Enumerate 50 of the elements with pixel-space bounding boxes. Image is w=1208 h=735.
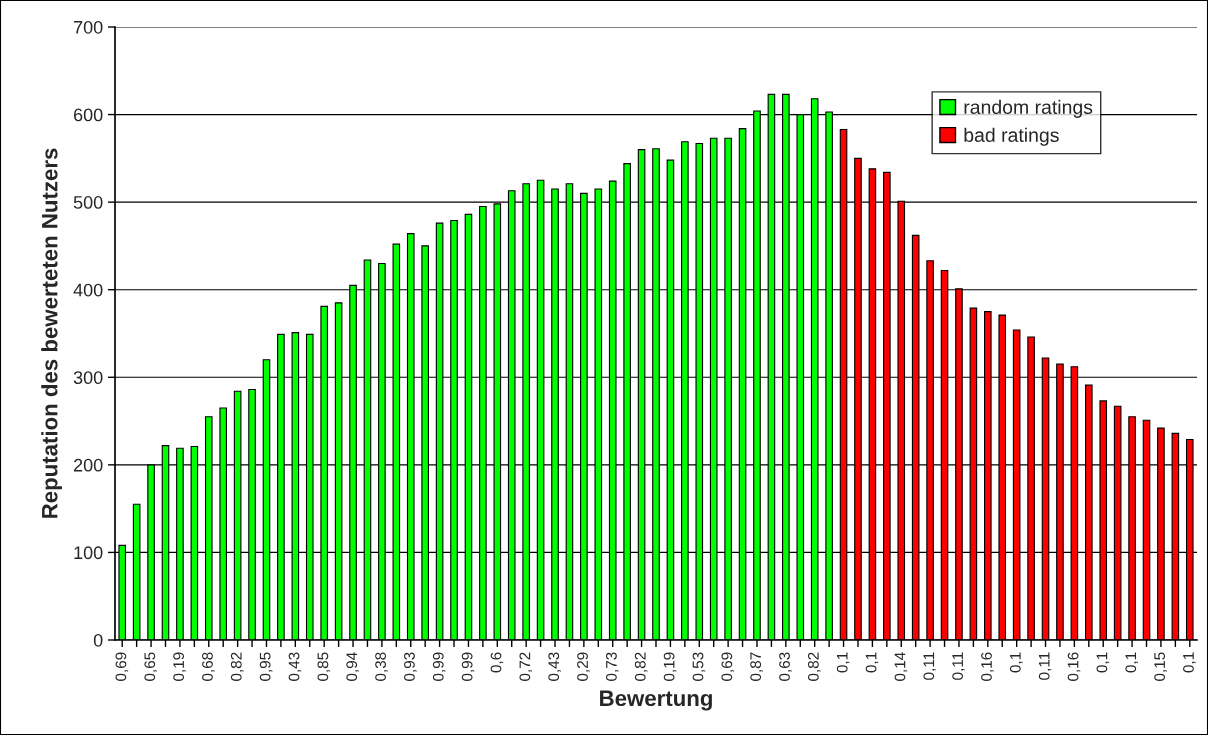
x-tick-label: 0,72 — [519, 652, 533, 681]
x-tick-label: 0,16 — [981, 652, 994, 681]
x-tick-label: 0,11 — [952, 652, 965, 680]
x-tick-label: 0,69 — [115, 652, 129, 681]
x-tick-label: 0,94 — [346, 652, 359, 681]
x-tick-label: 0,99 — [432, 652, 446, 681]
legend-label: bad ratings — [964, 127, 1059, 146]
y-tick-label: 500 — [73, 196, 103, 209]
x-tick-label: 0,19 — [173, 652, 186, 681]
y-tick-label: 200 — [73, 458, 103, 472]
x-tick-label: 0,69 — [721, 652, 735, 681]
x-tick-label: 0,1 — [836, 652, 850, 673]
y-tick-label: 600 — [73, 108, 103, 122]
x-tick-label: 0,1 — [1009, 652, 1023, 673]
x-tick-label: 0,53 — [692, 652, 706, 681]
x-tick-label: 0,43 — [288, 652, 302, 681]
x-tick-label: 0,11 — [923, 652, 937, 680]
x-tick-label: 0,65 — [144, 652, 157, 681]
x-tick-label: 0,99 — [461, 652, 475, 681]
x-tick-label: 0,14 — [894, 652, 908, 681]
x-tick-label: 0,43 — [548, 652, 561, 681]
x-tick-label: 0,87 — [750, 652, 763, 681]
x-axis-title: Bewertung — [600, 690, 712, 711]
y-tick-label: 400 — [73, 283, 103, 297]
x-tick-label: 0,29 — [577, 652, 590, 681]
x-tick-label: 0,93 — [404, 652, 417, 681]
legend-label: random ratings — [964, 99, 1093, 118]
x-tick-label: 0,63 — [779, 652, 792, 681]
x-tick-label: 0,19 — [663, 652, 677, 681]
x-tick-label: 0,1 — [1183, 652, 1196, 673]
y-tick-label: 0 — [93, 633, 103, 647]
x-tick-label: 0,1 — [865, 652, 879, 673]
x-tick-label: 0,73 — [606, 652, 619, 681]
x-tick-label: 0,95 — [259, 652, 273, 681]
y-tick-label: 100 — [74, 546, 103, 560]
x-tick-label: 0,1 — [1125, 652, 1138, 673]
x-tick-label: 0,11 — [1038, 652, 1052, 680]
y-axis-title: Reputation des bewerteten Nutzers — [41, 148, 62, 518]
x-tick-label: 0,82 — [807, 652, 821, 681]
x-tick-label: 0,1 — [1096, 652, 1110, 673]
y-tick-label: 300 — [73, 371, 103, 385]
x-tick-label: 0,82 — [634, 652, 648, 681]
y-tick-label: 700 — [74, 20, 103, 34]
x-tick-label: 0,16 — [1067, 652, 1081, 681]
x-tick-label: 0,38 — [375, 652, 388, 681]
x-tick-label: 0,6 — [490, 652, 504, 673]
x-tick-label: 0,85 — [317, 652, 331, 681]
x-tick-label: 0,68 — [202, 652, 215, 681]
x-tick-label: 0,82 — [230, 652, 244, 681]
x-tick-label: 0,15 — [1154, 652, 1167, 681]
